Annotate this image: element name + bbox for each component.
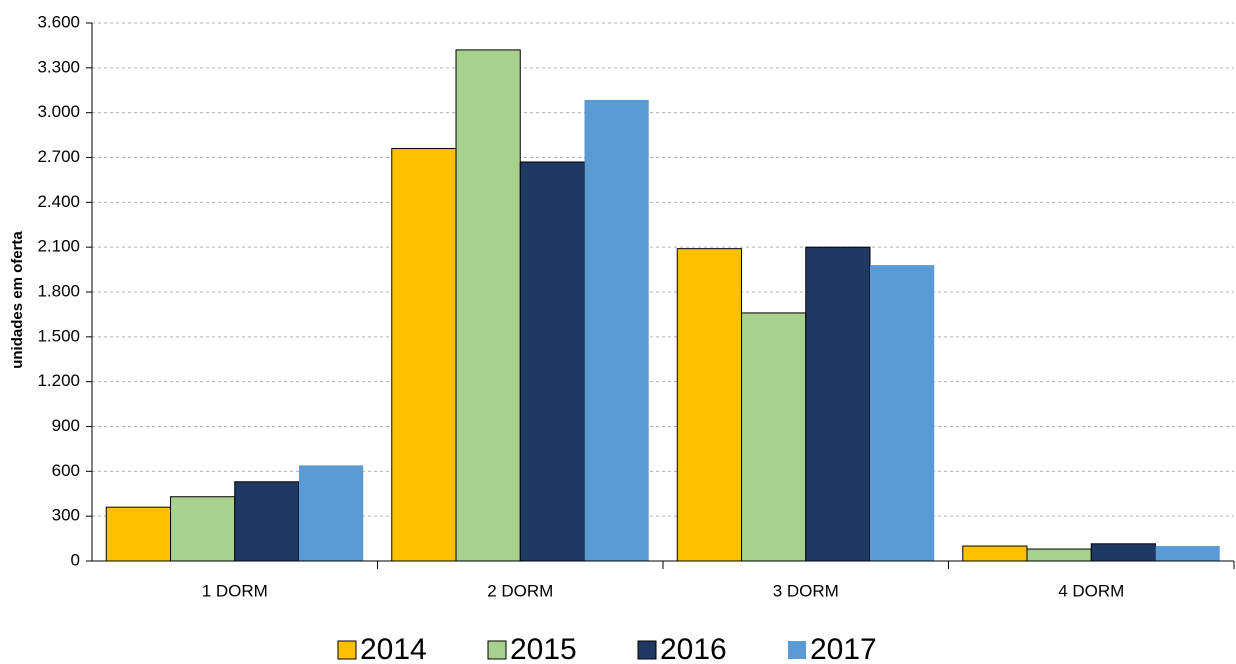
legend-swatch bbox=[788, 641, 806, 659]
bar bbox=[584, 99, 649, 561]
bar bbox=[298, 465, 364, 561]
y-tick-label: 900 bbox=[52, 416, 80, 435]
y-tick-label: 3.600 bbox=[37, 12, 80, 31]
bar bbox=[455, 49, 521, 562]
y-tick-label: 3.300 bbox=[37, 57, 80, 76]
x-tick-label: 2 DORM bbox=[487, 581, 553, 600]
bar bbox=[391, 148, 457, 562]
bar bbox=[105, 506, 172, 562]
legend-label: 2016 bbox=[660, 633, 727, 664]
bar bbox=[805, 246, 871, 562]
y-axis-title: unidades em oferta bbox=[9, 231, 26, 369]
bar bbox=[676, 248, 743, 562]
legend-label: 2017 bbox=[810, 633, 877, 664]
bar bbox=[1155, 546, 1220, 561]
bar bbox=[234, 481, 300, 562]
legend-swatch bbox=[637, 640, 657, 660]
y-tick-label: 2.700 bbox=[37, 147, 80, 166]
y-tick-label: 1.800 bbox=[37, 281, 80, 300]
y-tick-label: 1.500 bbox=[37, 326, 80, 345]
bar bbox=[962, 545, 1028, 562]
y-tick-label: 1.200 bbox=[37, 371, 80, 390]
legend-swatch bbox=[337, 640, 357, 660]
x-tick-label: 1 DORM bbox=[202, 581, 268, 600]
bar bbox=[519, 161, 585, 562]
bar bbox=[1090, 543, 1156, 562]
y-tick-label: 3.000 bbox=[37, 102, 80, 121]
y-tick-label: 2.400 bbox=[37, 192, 80, 211]
y-tick-label: 300 bbox=[52, 506, 80, 525]
y-tick-label: 0 bbox=[71, 550, 80, 569]
y-tick-label: 600 bbox=[52, 461, 80, 480]
legend-label: 2014 bbox=[360, 633, 427, 664]
x-tick-label: 3 DORM bbox=[773, 581, 839, 600]
legend-swatch bbox=[487, 640, 507, 660]
bar bbox=[869, 265, 935, 561]
bar bbox=[1026, 548, 1092, 562]
y-tick-label: 2.100 bbox=[37, 237, 80, 256]
x-tick-label: 4 DORM bbox=[1058, 581, 1124, 600]
bar bbox=[741, 312, 807, 562]
legend-label: 2015 bbox=[510, 633, 577, 664]
bar bbox=[170, 496, 236, 562]
